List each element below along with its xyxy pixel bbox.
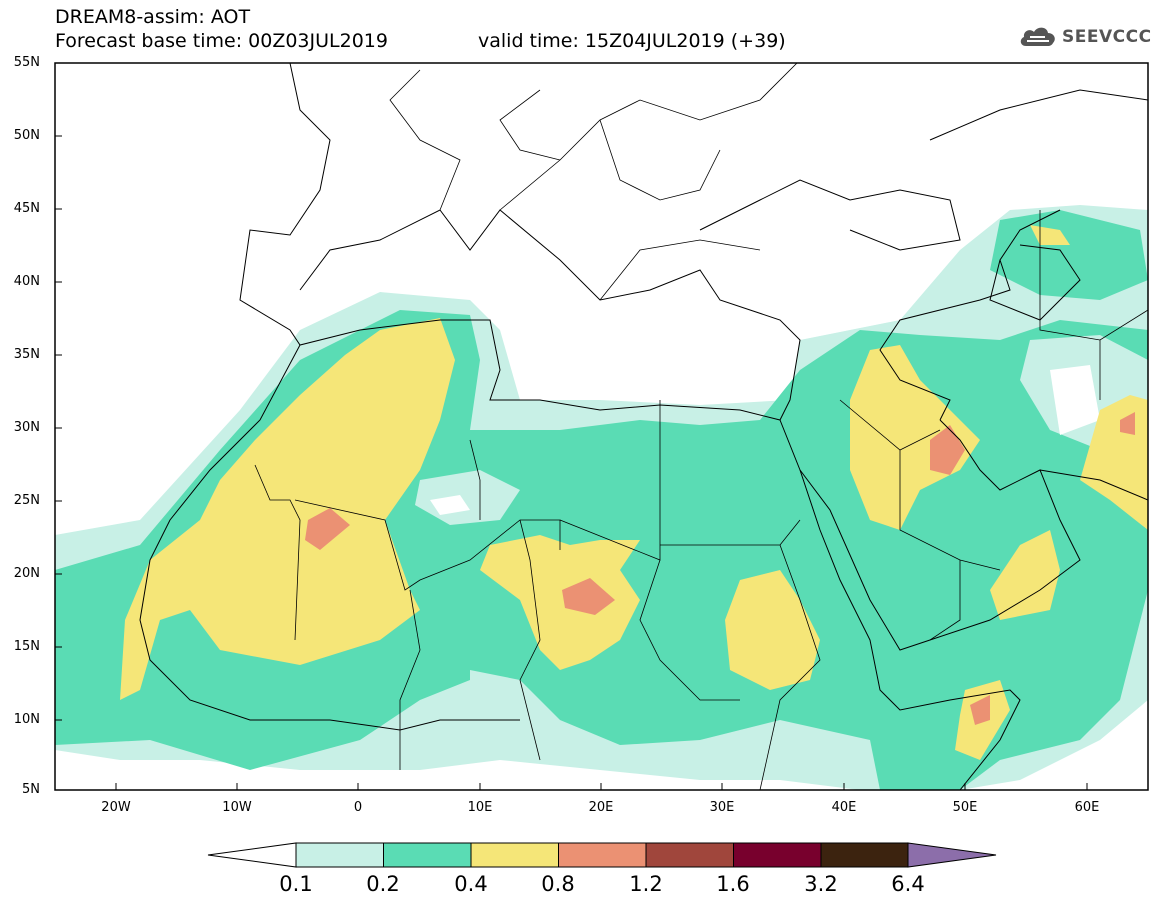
colorbar-label-1.2: 1.2 <box>629 872 663 896</box>
lon-label-20e: 20E <box>588 800 614 815</box>
lat-label-30n: 30N <box>13 420 40 435</box>
lon-label-10e: 10E <box>467 800 493 815</box>
lon-label-20w: 20W <box>101 800 131 815</box>
colorbar-bin-0.8 <box>558 842 647 868</box>
colorbar <box>207 842 997 868</box>
lon-label-40e: 40E <box>831 800 857 815</box>
lat-label-40n: 40N <box>13 274 40 289</box>
colorbar-bin-1.6 <box>733 842 822 868</box>
country-borders <box>254 63 1148 790</box>
lon-label-50e: 50E <box>952 800 978 815</box>
lon-label-10w: 10W <box>222 800 252 815</box>
colorbar-bin-0.1 <box>295 842 384 868</box>
aot-contours <box>55 63 1148 790</box>
aot-level-0.2-caspian <box>990 210 1148 300</box>
lat-label-25n: 25N <box>13 493 40 508</box>
map-title: DREAM8-assim: AOT <box>55 6 251 28</box>
aot-level-0.8-iraq <box>930 425 965 475</box>
aot-level-0.8-chad <box>562 578 615 615</box>
colorbar-arrow-low <box>207 842 297 868</box>
aot-level-0.4-west <box>120 318 455 700</box>
forecast-base-time: Forecast base time: 00Z03JUL2019 <box>55 30 388 52</box>
lat-label-55n: 55N <box>13 55 40 70</box>
axis-ticks <box>55 62 1088 790</box>
lat-label-20n: 20N <box>13 566 40 581</box>
aot-level-0.8-somalia <box>970 695 990 725</box>
coastlines <box>139 63 1148 790</box>
colorbar-bin-0.4 <box>470 842 559 868</box>
lat-label-15n: 15N <box>13 639 40 654</box>
colorbar-label-0.8: 0.8 <box>541 872 575 896</box>
lat-label-45n: 45N <box>13 201 40 216</box>
logo-text: SEEVCCC <box>1062 27 1152 47</box>
colorbar-bin-0.2 <box>383 842 472 868</box>
colorbar-bin-1.2 <box>645 842 734 868</box>
aot-level-0.4-oman <box>990 530 1060 620</box>
lat-label-50n: 50N <box>13 128 40 143</box>
colorbar-label-6.4: 6.4 <box>891 872 925 896</box>
lat-label-35n: 35N <box>13 347 40 362</box>
colorbar-label-0.2: 0.2 <box>366 872 400 896</box>
cloud-icon <box>1020 27 1055 46</box>
aot-level-0.4-mesop <box>850 345 980 530</box>
aot-level-0.8-mali <box>305 508 350 550</box>
aot-level-0.8-iran <box>1120 412 1135 435</box>
colorbar-label-0.1: 0.1 <box>279 872 313 896</box>
lon-label-60e: 60E <box>1074 800 1100 815</box>
aot-level-0.4-chad <box>480 535 640 670</box>
colorbar-label-0.4: 0.4 <box>454 872 488 896</box>
colorbar-bin-3.2 <box>820 842 909 868</box>
lon-label-30e: 30E <box>709 800 735 815</box>
seevccc-logo: SEEVCCC <box>1018 24 1152 50</box>
lon-label-0: 0 <box>353 800 363 815</box>
colorbar-label-1.6: 1.6 <box>716 872 750 896</box>
colorbar-label-3.2: 3.2 <box>804 872 838 896</box>
valid-time: valid time: 15Z04JUL2019 (+39) <box>478 30 786 52</box>
lat-label-10n: 10N <box>13 712 40 727</box>
aot-level-0.4-sudan <box>725 570 820 690</box>
colorbar-arrow-high <box>907 842 997 868</box>
lat-label-5n: 5N <box>22 782 40 797</box>
